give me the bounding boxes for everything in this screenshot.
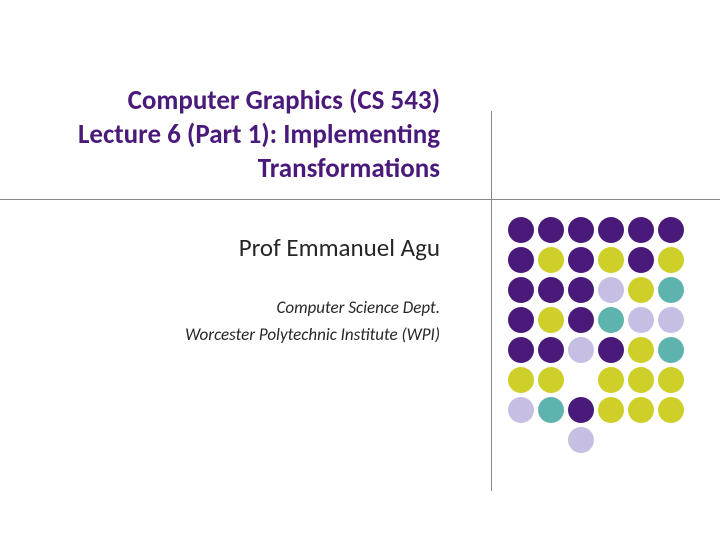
decorative-dot	[568, 427, 594, 453]
decorative-dot	[658, 337, 684, 363]
decorative-dot	[538, 397, 564, 423]
dot-pattern	[508, 217, 684, 453]
decorative-dot	[508, 337, 534, 363]
horizontal-divider	[0, 199, 720, 200]
subtitle-block: Prof Emmanuel Agu Computer Science Dept.…	[0, 232, 460, 345]
decorative-dot	[628, 367, 654, 393]
decorative-dot	[598, 427, 624, 453]
decorative-dot	[508, 277, 534, 303]
decorative-dot	[658, 247, 684, 273]
decorative-dot	[568, 337, 594, 363]
decorative-dot	[628, 337, 654, 363]
decorative-dot	[568, 367, 594, 393]
title-line-2: Lecture 6 (Part 1): Implementing	[78, 118, 440, 151]
title-line-3: Transformations	[258, 152, 440, 185]
decorative-dot	[658, 217, 684, 243]
decorative-dot	[658, 367, 684, 393]
decorative-dot	[508, 367, 534, 393]
decorative-dot	[508, 427, 534, 453]
decorative-dot	[568, 277, 594, 303]
slide-title: Computer Graphics (CS 543) Lecture 6 (Pa…	[0, 84, 440, 185]
decorative-dot	[538, 367, 564, 393]
decorative-dot	[598, 277, 624, 303]
decorative-dot	[628, 397, 654, 423]
decorative-dot	[568, 397, 594, 423]
title-block: Computer Graphics (CS 543) Lecture 6 (Pa…	[0, 84, 460, 185]
decorative-dot	[598, 307, 624, 333]
decorative-dot	[598, 247, 624, 273]
decorative-dot	[658, 307, 684, 333]
decorative-dot	[628, 427, 654, 453]
decorative-dot	[508, 217, 534, 243]
decorative-dot	[568, 247, 594, 273]
decorative-dot	[538, 277, 564, 303]
department-name: Computer Science Dept.	[0, 297, 440, 318]
decorative-dot	[508, 307, 534, 333]
decorative-dot	[628, 307, 654, 333]
decorative-dot	[628, 247, 654, 273]
decorative-dot	[598, 337, 624, 363]
slide: Computer Graphics (CS 543) Lecture 6 (Pa…	[0, 0, 720, 557]
institution-name: Worcester Polytechnic Institute (WPI)	[0, 324, 440, 345]
decorative-dot	[538, 307, 564, 333]
decorative-dot	[538, 217, 564, 243]
decorative-dot	[658, 427, 684, 453]
decorative-dot	[598, 367, 624, 393]
decorative-dot	[538, 337, 564, 363]
decorative-dot	[658, 277, 684, 303]
decorative-dot	[508, 397, 534, 423]
decorative-dot	[598, 397, 624, 423]
decorative-dot	[568, 217, 594, 243]
decorative-dot	[568, 307, 594, 333]
decorative-dot	[508, 247, 534, 273]
decorative-dot	[628, 277, 654, 303]
decorative-dot	[598, 217, 624, 243]
vertical-divider	[491, 111, 492, 491]
title-line-1: Computer Graphics (CS 543)	[128, 84, 440, 117]
professor-name: Prof Emmanuel Agu	[0, 232, 440, 263]
decorative-dot	[538, 247, 564, 273]
decorative-dot	[658, 397, 684, 423]
decorative-dot	[538, 427, 564, 453]
decorative-dot	[628, 217, 654, 243]
